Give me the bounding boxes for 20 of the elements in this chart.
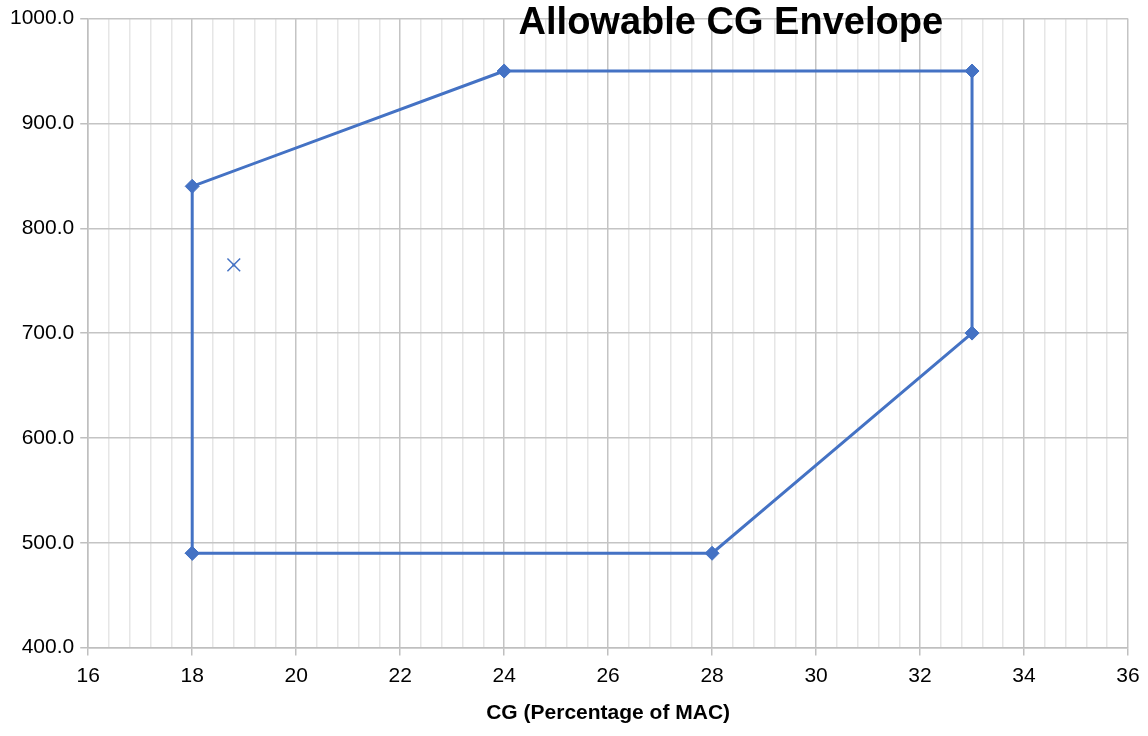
y-tick-label: 600.0 bbox=[21, 424, 75, 448]
y-tick-label: 800.0 bbox=[21, 215, 75, 239]
x-tick-label: 36 bbox=[1116, 663, 1140, 686]
x-tick-label: 20 bbox=[284, 663, 308, 686]
x-tick-label: 28 bbox=[700, 663, 724, 686]
x-tick-label: 24 bbox=[492, 663, 517, 686]
x-tick-label: 32 bbox=[908, 663, 932, 686]
y-tick-label: 400.0 bbox=[21, 634, 75, 658]
x-tick-label: 18 bbox=[180, 663, 204, 686]
y-tick-label: 500.0 bbox=[21, 529, 75, 553]
y-tick-label: 900.0 bbox=[21, 110, 75, 134]
y-tick-label: 700.0 bbox=[21, 319, 75, 343]
x-tick-label: 22 bbox=[388, 663, 412, 686]
x-axis-title: CG (Percentage of MAC) bbox=[486, 700, 731, 724]
x-tick-label: 26 bbox=[596, 663, 620, 686]
x-tick-label: 30 bbox=[804, 663, 828, 686]
y-tick-label: 1000.0 bbox=[10, 5, 75, 29]
chart-title: Allowable CG Envelope bbox=[518, 0, 944, 43]
x-tick-label: 16 bbox=[76, 663, 100, 686]
x-tick-label: 34 bbox=[1012, 663, 1037, 686]
